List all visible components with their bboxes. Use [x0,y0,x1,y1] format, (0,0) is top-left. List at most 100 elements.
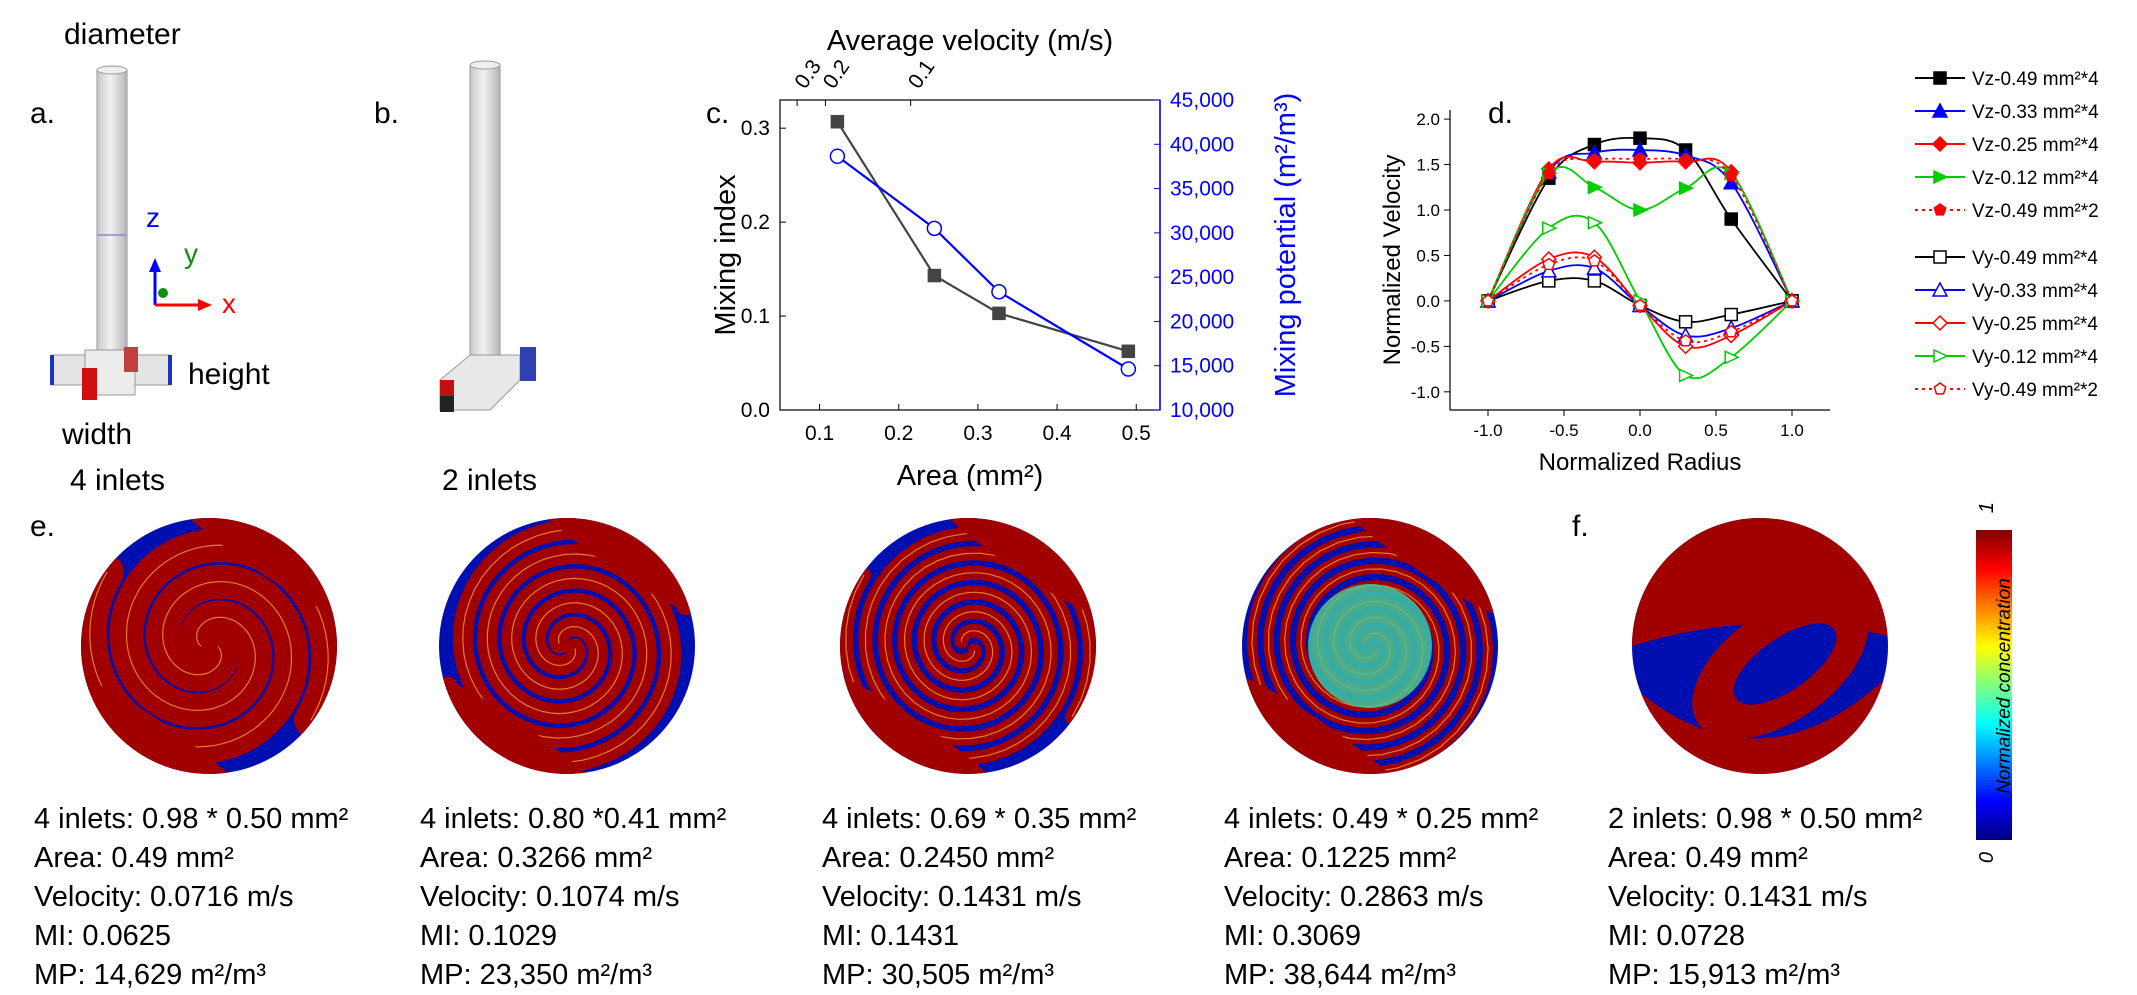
y2-tick-label: 20,000 [1170,310,1234,333]
legend-label-1: Vz-0.49 mm²*4 [1972,69,2099,90]
caption-area: Area: 0.49 mm² [34,842,234,874]
series-point-1 [1121,344,1136,359]
caption-config: 4 inlets: 0.69 * 0.35 mm² [822,803,1137,835]
caption-velocity: Velocity: 0.1431 m/s [822,881,1082,913]
mixed-core [1308,584,1432,708]
x-axis-title: Area (mm²) [897,460,1044,492]
caption-area: Area: 0.2450 mm² [822,842,1055,874]
diameter-label: diameter [64,18,181,51]
tube-top [96,65,128,75]
axis-x-label: x [222,288,236,319]
x-tick-label: -1.0 [1473,421,1502,440]
legend-label-8: Vy-0.25 mm²*4 [1972,314,2098,335]
series-point-5 [1587,153,1601,166]
x-tick-label: 0.1 [805,422,834,445]
series-point-4 [1587,180,1604,195]
contour-pattern [1632,518,1888,774]
lower-red-region [1632,676,1888,774]
contour-pattern [840,518,1096,774]
legend-marker-2 [1931,102,1949,118]
contour-plot-2 [439,518,695,774]
outer-lobe [189,518,337,616]
colorbar-min: 0 [1976,851,1999,864]
panel-label-e: e. [30,510,56,543]
outlet-tube [96,69,128,371]
outer-lobe [1350,518,1498,616]
series-point-4 [1678,181,1695,196]
plot-frame [779,99,1161,411]
series-point-7 [1540,262,1558,278]
contour-pattern [439,518,695,774]
contour-plot-1 [81,518,337,774]
inlet-dark-b [440,396,454,412]
caption-mp: MP: 23,350 m²/m³ [420,959,653,991]
series-point-10 [1587,253,1601,267]
y-tick-label: 1.0 [1416,201,1440,220]
caption-mp: MP: 14,629 m²/m³ [34,959,267,991]
geometry-2-inlets [439,60,536,412]
y2-axis-title: Mixing potential (m²/m³) [1270,93,1302,398]
legend-label-3: Vz-0.25 mm²*4 [1972,135,2099,156]
axis-y-label: y [184,238,198,269]
series-point-9 [1542,221,1558,236]
legend-marker-10 [1933,382,1947,395]
top-tick-label: 0.2 [819,56,855,93]
legend-marker-8 [1931,314,1949,332]
series-point-7 [1586,259,1603,275]
panel-label-a: a. [30,97,56,130]
series-point-2 [991,284,1007,300]
caption-config: 4 inlets: 0.98 * 0.50 mm² [34,803,349,835]
series-curve-5 [1487,157,1793,302]
caption-area: Area: 0.3266 mm² [420,842,653,874]
y2-tick-label: 30,000 [1170,222,1234,245]
colorbar-title: Normalized concentration [1994,578,2015,794]
contour-plot-3 [840,518,1096,774]
legend-marker-7 [1931,281,1949,297]
caption-velocity: Velocity: 0.0716 m/s [34,881,294,913]
legend-label-2: Vz-0.33 mm²*4 [1972,102,2099,123]
caption-1: 4 inlets: 0.98 * 0.50 mm² Area: 0.49 mm²… [34,800,348,995]
y2-tick-label: 25,000 [1170,266,1234,289]
geometry-4-inlets: z y x [50,65,236,400]
legend-marker-4 [1933,169,1949,185]
y2-tick-label: 40,000 [1170,133,1234,156]
y-tick-label: 0.3 [741,117,770,140]
series-point-1 [927,268,942,283]
y-tick-label: 1.5 [1416,156,1440,175]
legend-marker-6 [1933,250,1947,264]
caption-mi: MI: 0.1431 [822,920,960,952]
series-curve-4 [1487,166,1793,302]
colorbar-max: 1 [1976,501,1999,514]
legend-label-4: Vz-0.12 mm²*4 [1972,168,2099,189]
top-tick-label: 0.1 [904,56,940,93]
x-arrow-head [198,299,212,311]
axis-z-label: z [146,202,160,233]
series-point-10 [1724,324,1738,338]
inlets-label-b: 2 inlets [442,464,538,497]
outer-lobe [1242,676,1390,774]
concentration-contours [81,518,1888,774]
series-curve-2 [1487,148,1793,302]
legend-label-5: Vz-0.49 mm²*2 [1972,201,2099,222]
tube-top-b [469,60,501,70]
caption-velocity: Velocity: 0.1431 m/s [1608,881,1868,913]
top-tick-label: 0.3 [790,56,826,93]
series-point-9 [1587,215,1604,230]
series-point-5 [1542,166,1556,180]
top-x-axis-title: Average velocity (m/s) [827,25,1113,57]
x-tick-label: 0.0 [1628,421,1652,440]
caption-config: 4 inlets: 0.80 *0.41 mm² [420,803,727,835]
series-point-10 [1785,293,1799,307]
series-point-1 [830,114,845,129]
outer-lobe [840,676,988,774]
legend-marker-3 [1931,135,1949,153]
series-point-10 [1542,257,1556,271]
caption-3: 4 inlets: 0.69 * 0.35 mm² Area: 0.2450 m… [822,800,1136,995]
caption-mi: MI: 0.0728 [1608,920,1746,952]
series-line-2 [836,155,1129,370]
series-point-2 [1722,174,1740,190]
chart-d-velocity: -1.0 -0.5 0.0 0.5 1.0 -1.0 -0.5 0.0 0.5 1.0 1.5 2.0… [1379,69,2099,476]
central-blue-band [1733,623,1837,705]
y-tick-label: 0.0 [741,399,770,422]
legend-marker-5 [1933,203,1947,216]
